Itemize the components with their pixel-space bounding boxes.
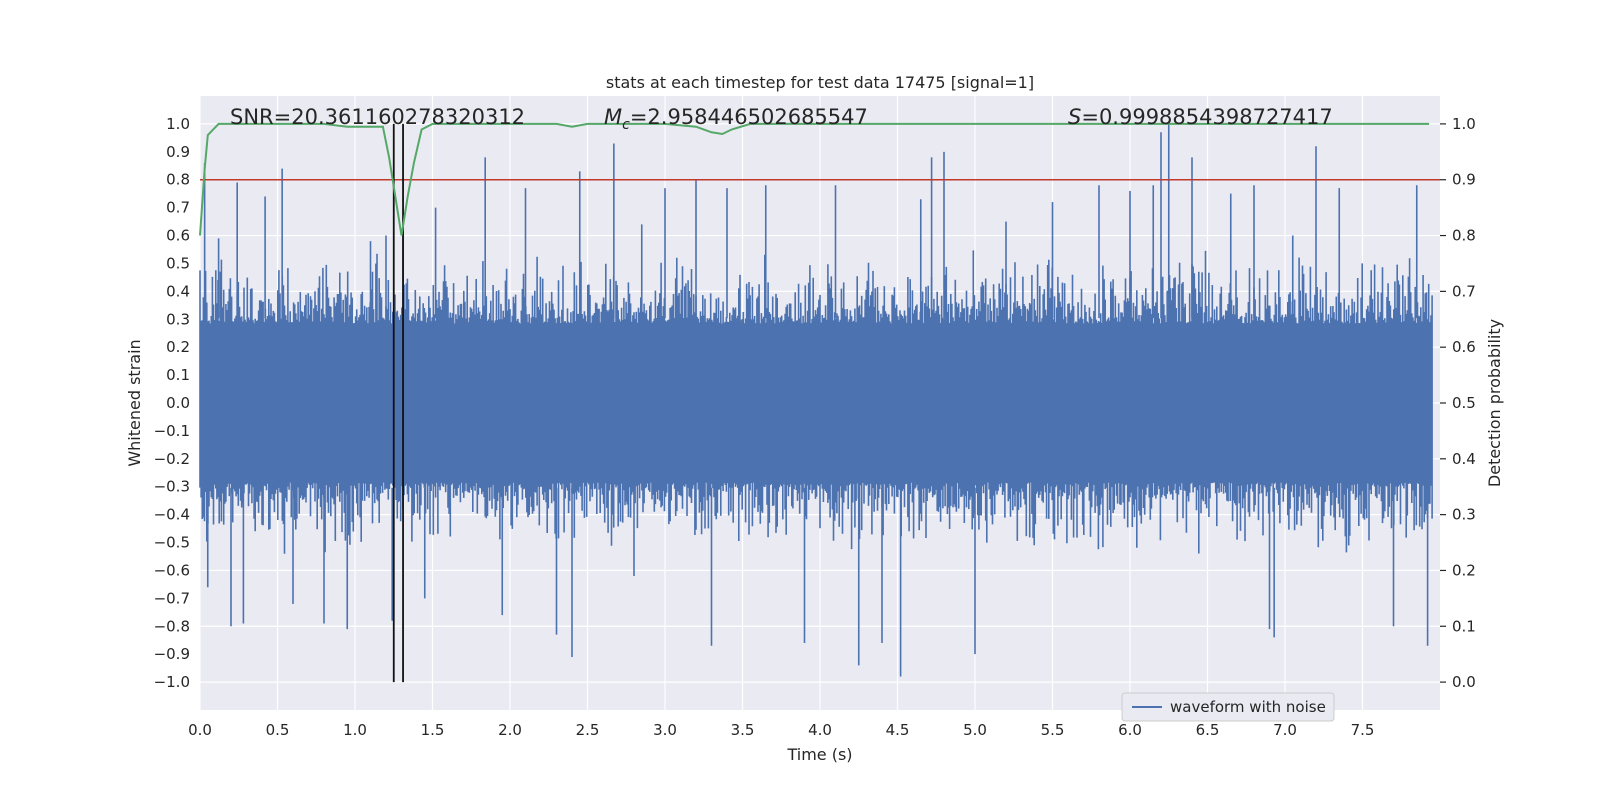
left-y-axis-label: Whitened strain [125, 339, 144, 466]
right-y-tick-label: 0.4 [1452, 450, 1476, 468]
chirp-mass-subscript: c [622, 117, 630, 133]
x-tick-label: 0.0 [188, 721, 212, 739]
chirp-mass-symbol: M [604, 105, 622, 129]
left-y-tick-label: 0.4 [166, 282, 190, 300]
right-y-tick-label: 0.2 [1452, 561, 1476, 579]
x-axis-ticks: 0.0 0.5 1.0 1.5 2.0 2.5 3.0 3.5 4.0 4.5 5.0 5.5 6.0 6… [188, 721, 1374, 739]
right-y-tick-label: 1.0 [1452, 115, 1476, 133]
right-y-tick-label: 0.9 [1452, 171, 1476, 189]
x-tick-label: 5.0 [963, 721, 987, 739]
right-y-axis-label: Detection probability [1485, 319, 1504, 487]
x-tick-label: 1.5 [421, 721, 445, 739]
left-y-tick-label: −0.9 [154, 645, 190, 663]
waveform-core [200, 326, 1433, 480]
left-y-tick-label: −0.3 [154, 478, 190, 496]
right-y-axis-ticks: 1.0 0.9 0.8 0.7 0.6 0.5 0.4 0.3 0.2 0.1 0.0 [1440, 115, 1476, 691]
x-tick-label: 7.5 [1351, 721, 1375, 739]
left-y-tick-label: −0.1 [154, 422, 190, 440]
x-tick-label: 4.5 [886, 721, 910, 739]
left-y-axis-ticks: 1.0 0.9 0.8 0.7 0.6 0.5 0.4 0.3 0.2 0.1 0.0 −0.1 −0.… [154, 115, 190, 691]
left-y-tick-label: 1.0 [166, 115, 190, 133]
snr-annotation: SNR=20.361160278320312 [230, 105, 525, 129]
x-tick-label: 0.5 [266, 721, 290, 739]
right-y-tick-label: 0.6 [1452, 338, 1476, 356]
left-y-tick-label: 0.2 [166, 338, 190, 356]
s-symbol: S [1068, 105, 1081, 129]
x-axis-label: Time (s) [786, 745, 852, 764]
legend-box [1121, 692, 1335, 722]
chart-title: stats at each timestep for test data 174… [606, 73, 1034, 92]
x-tick-label: 2.5 [576, 721, 600, 739]
left-y-tick-label: 0.1 [166, 366, 190, 384]
left-y-tick-label: −0.6 [154, 561, 190, 579]
x-tick-label: 3.5 [731, 721, 755, 739]
x-tick-label: 6.0 [1118, 721, 1142, 739]
x-tick-label: 6.5 [1196, 721, 1220, 739]
left-y-tick-label: 0.7 [166, 199, 190, 217]
left-y-tick-label: −1.0 [154, 673, 190, 691]
x-tick-label: 2.0 [498, 721, 522, 739]
x-tick-label: 3.0 [653, 721, 677, 739]
right-y-tick-label: 0.7 [1452, 282, 1476, 300]
x-tick-label: 4.0 [808, 721, 832, 739]
left-y-tick-label: −0.5 [154, 534, 190, 552]
s-value: =0.9998854398727417 [1081, 105, 1332, 129]
waveform-series [199, 123, 1433, 677]
chirp-mass-annotation: Mc=2.958446502685547 [604, 105, 868, 133]
probability-line [199, 122, 1430, 236]
x-tick-label: 5.5 [1041, 721, 1065, 739]
left-y-tick-label: −0.7 [154, 589, 190, 607]
legend: waveform with noise [1121, 692, 1335, 722]
left-y-tick-label: 0.6 [166, 227, 190, 245]
left-y-tick-label: 0.5 [166, 254, 190, 272]
vertical-markers [392, 123, 404, 683]
left-y-tick-label: −0.2 [154, 450, 190, 468]
left-y-tick-label: 0.3 [166, 310, 190, 328]
right-y-tick-label: 0.3 [1452, 506, 1476, 524]
legend-label: waveform with noise [1170, 698, 1326, 716]
detection-probability-series [199, 122, 1430, 236]
right-y-tick-label: 0.5 [1452, 394, 1476, 412]
s-annotation: S=0.9998854398727417 [1068, 105, 1333, 129]
right-y-tick-label: 0.0 [1452, 673, 1476, 691]
left-y-tick-label: 0.0 [166, 394, 190, 412]
x-tick-label: 7.0 [1273, 721, 1297, 739]
left-y-tick-label: 0.8 [166, 171, 190, 189]
right-y-tick-label: 0.1 [1452, 617, 1476, 635]
right-y-tick-label: 0.8 [1452, 227, 1476, 245]
left-y-tick-label: 0.9 [166, 143, 190, 161]
chirp-mass-value: =2.958446502685547 [630, 105, 868, 129]
left-y-tick-label: −0.4 [154, 506, 190, 524]
left-y-tick-label: −0.8 [154, 617, 190, 635]
x-tick-label: 1.0 [343, 721, 367, 739]
